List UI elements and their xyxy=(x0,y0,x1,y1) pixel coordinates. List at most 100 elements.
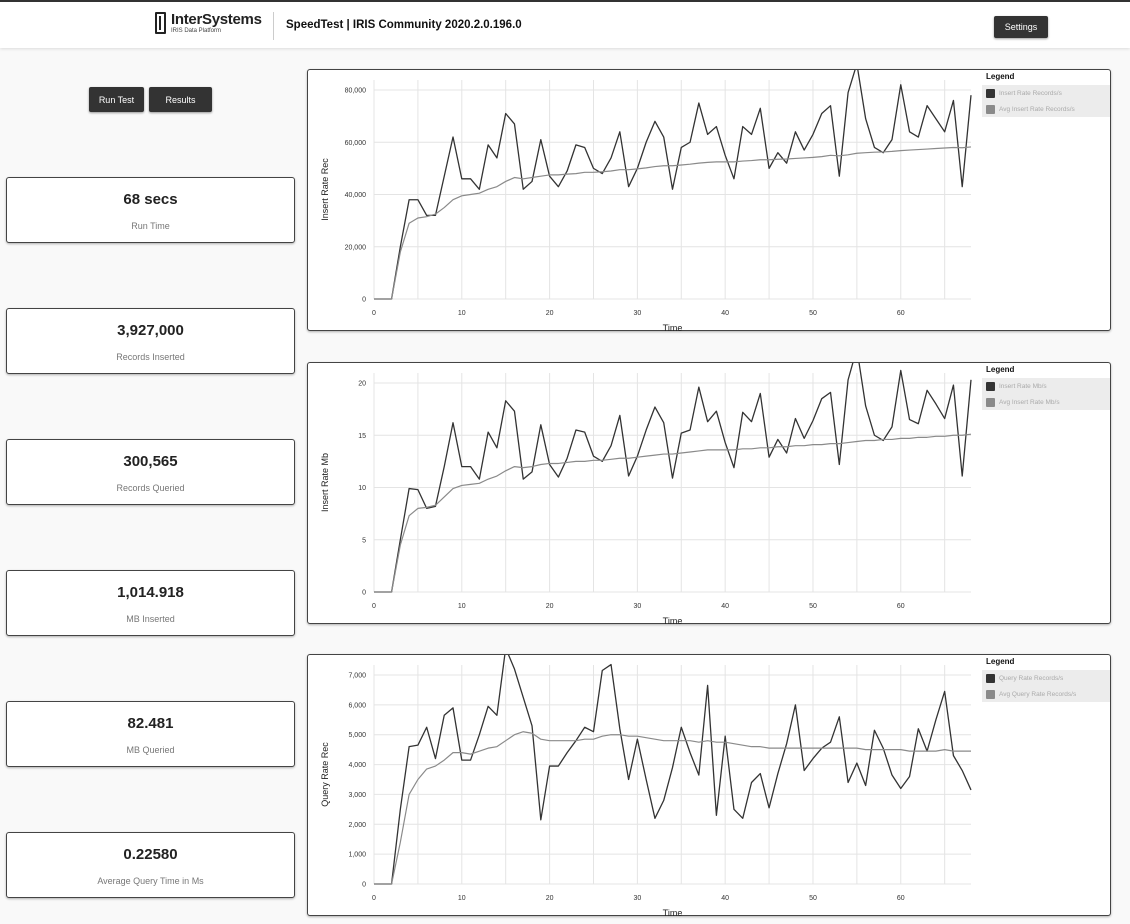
chart-insert-rate-rec: 0 20,000 40,000 60,000 80,000 0 10 20 30 40 50 60 Ti… xyxy=(307,69,1111,332)
y-tick-label: 15 xyxy=(358,433,366,440)
y-axis-title: Insert Rate Rec xyxy=(320,158,330,221)
stat-value: 0.22580 xyxy=(123,846,178,863)
page-title: SpeedTest | IRIS Community 2020.2.0.196.… xyxy=(286,19,522,31)
y-tick-label: 5,000 xyxy=(348,732,366,739)
x-tick-label: 30 xyxy=(633,603,641,610)
stat-label: MB Queried xyxy=(126,745,175,755)
x-tick-label: 50 xyxy=(809,310,817,317)
legend-item[interactable]: Insert Rate Records/s xyxy=(982,85,1110,101)
stat-card-mb-queried: 82.481 MB Queried xyxy=(6,701,295,767)
chart-query-rate-rec: 0 1,000 2,000 3,000 4,000 5,000 6,000 7,000 0 10 2… xyxy=(307,654,1111,917)
x-tick-label: 50 xyxy=(809,603,817,610)
y-tick-label: 60,000 xyxy=(345,140,367,147)
legend-label: Avg Insert Rate Records/s xyxy=(999,105,1075,113)
legend-title: Legend xyxy=(986,72,1015,81)
x-tick-label: 20 xyxy=(546,895,554,902)
legend-label: Avg Insert Rate Mb/s xyxy=(999,398,1060,406)
x-tick-label: 30 xyxy=(633,310,641,317)
chart-svg: 0 20,000 40,000 60,000 80,000 0 10 20 30 40 50 60 Ti… xyxy=(320,70,972,332)
stat-card-records-queried: 300,565 Records Queried xyxy=(6,439,295,505)
stat-card-run-time: 68 secs Run Time xyxy=(6,177,295,243)
run-test-button[interactable]: Run Test xyxy=(89,87,144,112)
chart-legend: Legend Query Rate Records/s Avg Query Ra… xyxy=(982,657,1110,702)
x-tick-label: 60 xyxy=(897,603,905,610)
legend-item[interactable]: Query Rate Records/s xyxy=(982,670,1110,686)
x-tick-label: 0 xyxy=(372,895,376,902)
legend-item[interactable]: Avg Insert Rate Records/s xyxy=(982,101,1110,117)
y-tick-label: 7,000 xyxy=(348,673,366,680)
legend-label: Query Rate Records/s xyxy=(999,674,1064,682)
y-tick-label: 80,000 xyxy=(345,88,367,95)
y-tick-label: 3,000 xyxy=(348,792,366,799)
y-tick-label: 1,000 xyxy=(348,852,366,859)
legend-label: Avg Query Rate Records/s xyxy=(999,690,1077,698)
stat-label: Average Query Time in Ms xyxy=(97,876,204,886)
stat-card-mb-inserted: 1,014.918 MB Inserted xyxy=(6,570,295,636)
settings-button[interactable]: Settings xyxy=(994,16,1048,38)
chart-svg: 0 1,000 2,000 3,000 4,000 5,000 6,000 7,000 0 10 2… xyxy=(320,655,972,917)
x-tick-label: 20 xyxy=(546,310,554,317)
legend-swatch xyxy=(986,381,995,391)
logo-name: InterSystems xyxy=(171,11,262,28)
legend-item[interactable]: Insert Rate Mb/s xyxy=(982,378,1110,394)
legend-swatch xyxy=(986,397,995,407)
legend-label: Insert Rate Records/s xyxy=(999,89,1062,97)
legend-swatch xyxy=(986,88,995,98)
top-bar: InterSystems IRIS Data Platform SpeedTes… xyxy=(0,0,1130,48)
x-tick-label: 40 xyxy=(721,310,729,317)
x-tick-label: 0 xyxy=(372,310,376,317)
y-tick-label: 0 xyxy=(362,882,366,889)
x-tick-label: 20 xyxy=(546,603,554,610)
results-button[interactable]: Results xyxy=(149,87,212,112)
stat-value: 68 secs xyxy=(123,191,178,208)
x-axis-title: Time xyxy=(663,908,683,917)
series-line-rate xyxy=(374,363,972,593)
x-tick-label: 10 xyxy=(458,603,466,610)
legend-item[interactable]: Avg Insert Rate Mb/s xyxy=(982,394,1110,410)
stat-value: 82.481 xyxy=(127,715,174,732)
x-axis-title: Time xyxy=(663,616,683,625)
series-line-avg xyxy=(374,731,971,885)
legend-swatch xyxy=(986,689,995,699)
x-tick-label: 50 xyxy=(809,895,817,902)
x-tick-label: 40 xyxy=(721,895,729,902)
legend-item[interactable]: Avg Query Rate Records/s xyxy=(982,686,1110,702)
y-tick-label: 40,000 xyxy=(345,192,367,199)
chart-svg: 0 5 10 15 20 0 10 20 30 40 50 60 Time Insert Rate Mb xyxy=(320,363,972,625)
y-tick-label: 10 xyxy=(358,485,366,492)
legend-title: Legend xyxy=(986,657,1015,666)
legend-swatch xyxy=(986,673,995,683)
x-tick-label: 30 xyxy=(633,895,641,902)
stat-label: Records Inserted xyxy=(116,352,185,362)
stat-value: 300,565 xyxy=(123,453,178,470)
logo-icon xyxy=(155,12,166,34)
stat-card-records-inserted: 3,927,000 Records Inserted xyxy=(6,308,295,374)
chart-insert-rate-mb: 0 5 10 15 20 0 10 20 30 40 50 60 Time Insert Rate Mb … xyxy=(307,362,1111,625)
y-axis-title: Query Rate Rec xyxy=(320,742,330,807)
y-axis-title: Insert Rate Mb xyxy=(320,453,330,512)
stat-label: MB Inserted xyxy=(126,614,175,624)
y-tick-label: 0 xyxy=(362,297,366,304)
legend-title: Legend xyxy=(986,365,1015,374)
x-axis-title: Time xyxy=(663,323,683,332)
stat-value: 3,927,000 xyxy=(117,322,184,339)
y-tick-label: 20,000 xyxy=(345,244,367,251)
header-divider xyxy=(273,12,274,40)
stat-label: Run Time xyxy=(131,221,170,231)
y-tick-label: 4,000 xyxy=(348,762,366,769)
legend-swatch xyxy=(986,104,995,114)
series-line-avg xyxy=(374,146,972,300)
intersystems-logo: InterSystems IRIS Data Platform xyxy=(155,12,262,40)
x-tick-label: 60 xyxy=(897,895,905,902)
chart-legend: Legend Insert Rate Records/s Avg Insert … xyxy=(982,72,1110,117)
series-line-rate xyxy=(374,655,972,885)
stat-card-avg-query-time: 0.22580 Average Query Time in Ms xyxy=(6,832,295,898)
y-tick-label: 5 xyxy=(362,537,366,544)
legend-label: Insert Rate Mb/s xyxy=(999,382,1047,390)
x-tick-label: 60 xyxy=(897,310,905,317)
x-tick-label: 40 xyxy=(721,603,729,610)
x-tick-label: 0 xyxy=(372,603,376,610)
stat-label: Records Queried xyxy=(116,483,185,493)
series-line-rate xyxy=(374,70,972,300)
y-tick-label: 20 xyxy=(358,381,366,388)
